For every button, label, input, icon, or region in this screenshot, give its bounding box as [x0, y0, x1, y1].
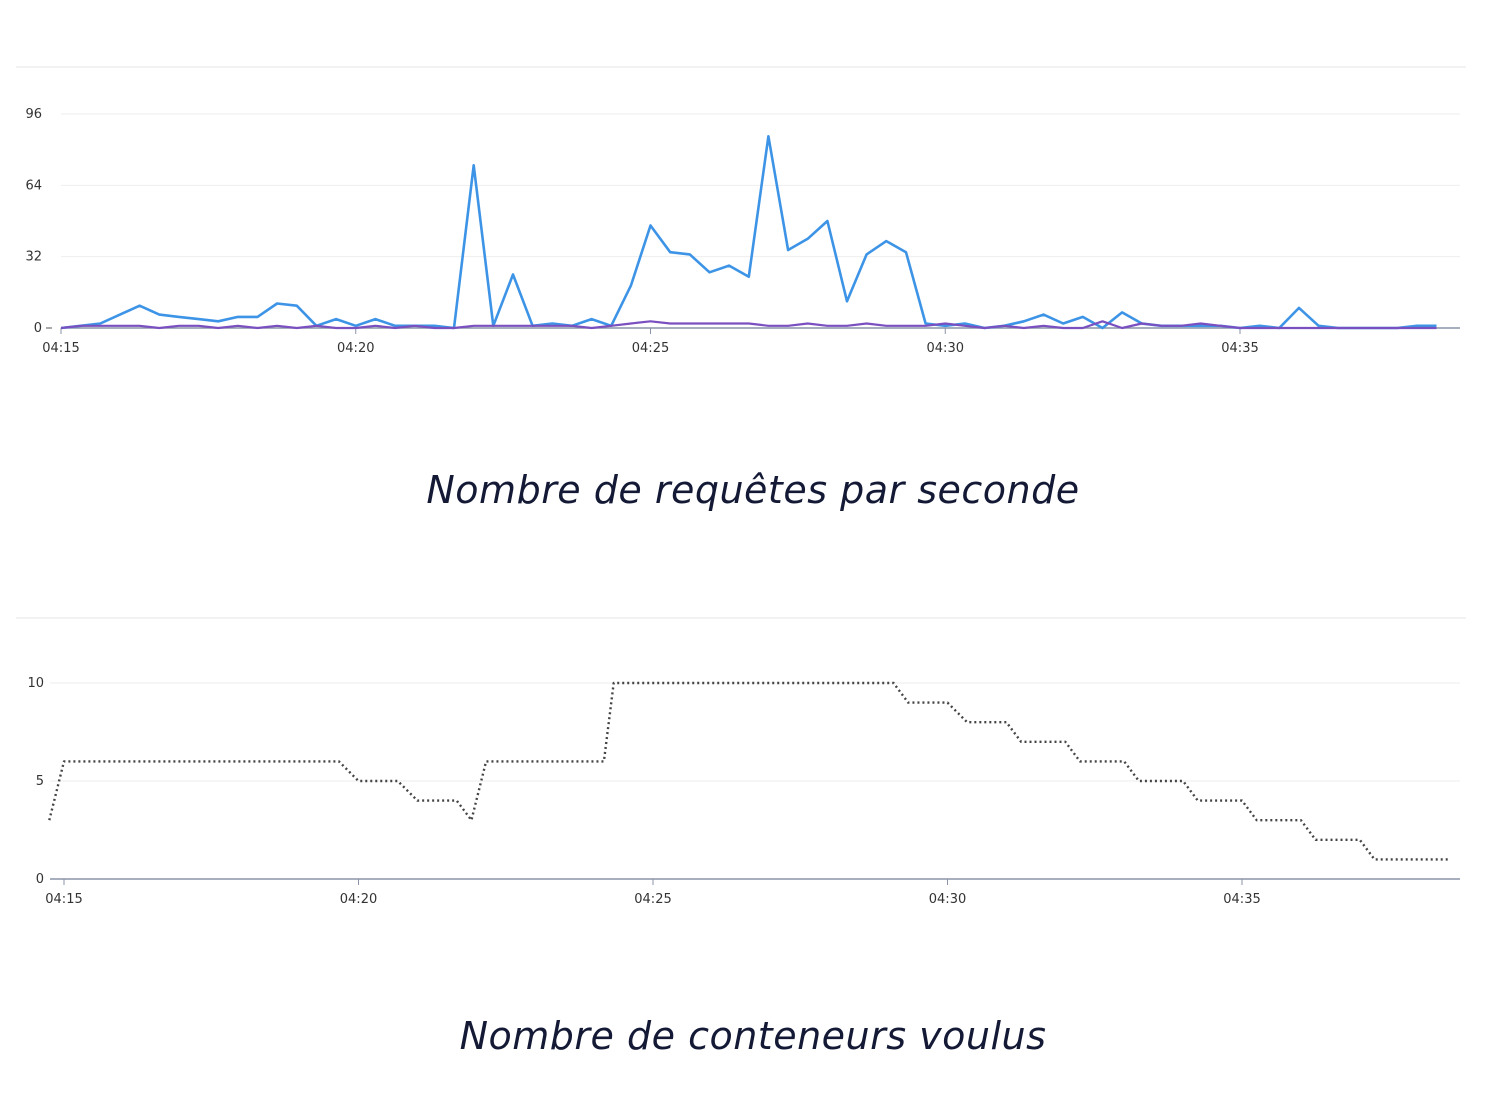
y-tick-label: 96 — [25, 107, 42, 122]
requests-chart: 0 32 64 96 04:15 04:20 04:25 04:30 04:35 — [16, 66, 1466, 356]
y-tick-label: 64 — [25, 178, 42, 193]
x-tick-label: 04:20 — [340, 892, 377, 907]
x-tick-label: 04:25 — [632, 341, 669, 356]
series-line-purple — [60, 320, 1437, 330]
x-tick-label: 04:20 — [337, 341, 374, 356]
y-tick-label: 0 — [36, 872, 44, 887]
series-line-dotted — [48, 681, 1449, 861]
y-tick-label: 10 — [27, 676, 44, 691]
y-tick-label: 0 — [34, 321, 42, 336]
series-line-blue — [60, 135, 1437, 330]
x-tick-label: 04:30 — [927, 341, 964, 356]
containers-chart-caption: Nombre de conteneurs voulus — [459, 1014, 1047, 1058]
x-tick-label: 04:15 — [42, 341, 79, 356]
y-tick-label: 5 — [36, 774, 44, 789]
containers-chart: 0 5 10 04:15 04:20 04:25 04:30 04:35 — [16, 617, 1466, 907]
x-tick-label: 04:25 — [634, 892, 671, 907]
requests-chart-block: 0 32 64 96 04:15 04:20 04:25 04:30 04:35 Nombre … — [16, 66, 1466, 512]
requests-chart-caption: Nombre de requêtes par seconde — [426, 468, 1080, 512]
x-tick-label: 04:15 — [45, 892, 82, 907]
x-tick-label: 04:35 — [1221, 341, 1258, 356]
x-tick-label: 04:35 — [1223, 892, 1260, 907]
containers-chart-block: 0 5 10 04:15 04:20 04:25 04:30 04:35 Nombre de … — [0, 560, 1506, 1104]
y-tick-label: 32 — [25, 250, 42, 265]
x-tick-label: 04:30 — [929, 892, 966, 907]
